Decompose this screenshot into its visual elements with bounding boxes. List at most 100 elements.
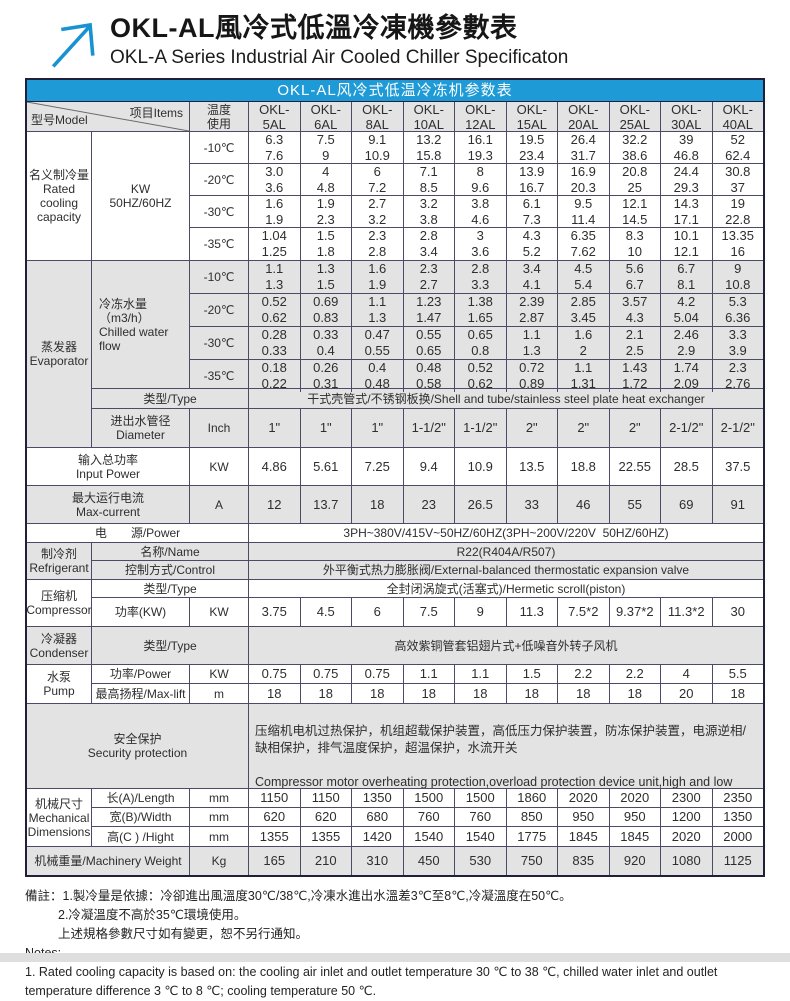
flow-value-cell: 0.52 0.62 (455, 360, 507, 392)
max-current-unit: A (190, 486, 249, 523)
diameter-value-cell: 1-1/2" (404, 409, 455, 447)
page-title: OKL-AL風冷式低溫冷凍機參數表 (110, 13, 518, 43)
max-current-cell: 13.7 (301, 486, 352, 523)
flow-value-cell: 0.52 0.62 (249, 294, 301, 326)
length-cell: 1860 (507, 789, 558, 807)
flow-value-cell: 1.1 1.31 (558, 360, 610, 392)
input-power-unit: KW (190, 448, 249, 485)
cooling-unit: KW 50HZ/60HZ (92, 132, 190, 260)
diameter-value-cell: 1" (301, 409, 352, 447)
cooling-value-cell: 16.1 19.3 (455, 132, 507, 163)
flow-value-cell: 0.18 0.22 (249, 360, 301, 392)
diameter-label: 进出水管径 Diameter (92, 409, 190, 447)
model-header-cell: OKL- 8AL (352, 102, 404, 132)
flow-value-cell: 1.43 1.72 (610, 360, 661, 392)
spec-table: OKL-AL风冷式低温冷冻机参数表 型号Model 项目Items 温度 使用 … (25, 78, 765, 877)
pump-power-cell: 1.1 (404, 665, 455, 683)
cooling-row: -20℃ 3.0 3.6 4 4.8 6 7.2 7.1 8.5 8 9.6 13.9 1… (190, 164, 763, 196)
flow-value-cell: 1.6 1.9 (352, 261, 404, 293)
section-power-supply: 电 源/Power 3PH~380V/415V~50HZ/60HZ(3PH~20… (27, 524, 763, 543)
cooling-value-cell: 9.1 10.9 (352, 132, 404, 163)
cooling-value-cell: 13.9 16.7 (507, 164, 558, 195)
corner-model-label: 型号Model (31, 113, 88, 127)
cooling-value-cell: 6 7.2 (352, 164, 404, 195)
length-cell: 1150 (301, 789, 352, 807)
height-cell: 1845 (610, 827, 661, 846)
temp-label: -20℃ (190, 294, 249, 326)
length-unit: mm (190, 789, 249, 807)
temp-label: -30℃ (190, 327, 249, 359)
flow-value-cell: 3.3 3.9 (728, 327, 747, 358)
section-cooling-capacity: 名义制冷量 Rated cooling capacity KW 50HZ/60H… (27, 132, 763, 261)
temp-label: -30℃ (190, 196, 249, 227)
chilled-water-flow-block: 冷冻水量（m3/h） Chilled water flow -10℃ 1.1 1… (92, 261, 763, 392)
pump-lift-unit: m (190, 684, 249, 703)
note-zh-1: 備註：1.製冷量是依據：冷卻進出風溫度30℃/38℃,冷凍水進出水溫差3℃至8℃… (25, 889, 572, 903)
model-header-cell: OKL- 30AL (661, 102, 713, 132)
cooling-row: -30℃ 1.6 1.9 1.9 2.3 2.7 3.2 3.2 3.8 3.8 4.6… (190, 196, 763, 228)
weight-cell: 210 (301, 847, 352, 875)
cooling-value-cell: 30.8 37 (725, 163, 751, 195)
height-cell: 1540 (455, 827, 507, 846)
compressor-power-cell: 11.3*2 (661, 598, 713, 626)
pump-power-cell: 1.5 (507, 665, 558, 683)
cooling-value-cell: 6.3 7.6 (249, 132, 301, 163)
diameter-value-cell: 2" (610, 409, 661, 447)
input-power-cell: 13.5 (507, 448, 558, 485)
length-cell: 2020 (558, 789, 610, 807)
diameter-value-cell: 2-1/2" (720, 420, 755, 435)
compressor-power-cell: 11.3 (507, 598, 558, 626)
weight-cell: 1080 (661, 847, 713, 875)
weight-cell: 450 (404, 847, 455, 875)
cooling-value-cell: 8.3 10 (610, 228, 661, 260)
flow-value-cell: 0.65 0.8 (455, 327, 507, 359)
pump-lift-cell: 18 (558, 684, 610, 703)
max-current-cell: 18 (352, 486, 404, 523)
page-subtitle: OKL-A Series Industrial Air Cooled Chill… (110, 47, 569, 68)
note-en-1: 1. Rated cooling capacity is based on: t… (25, 965, 718, 998)
flow-value-cell: 3.57 4.3 (610, 294, 661, 326)
flow-value-cell: 2.1 2.5 (610, 327, 661, 359)
length-cell: 2350 (723, 790, 753, 805)
model-header-cell: OKL- 40AL (722, 101, 753, 132)
refrigerant-name-row: 名称/Name R22(R404A/R507) (92, 543, 763, 561)
cooling-row: -10℃ 6.3 7.6 7.5 9 9.1 10.9 13.2 15.8 16.1 1… (190, 132, 763, 164)
diameter-value-cell: 2-1/2" (661, 409, 713, 447)
flow-value-cell: 2.85 3.45 (558, 294, 610, 326)
pump-power-unit: KW (190, 665, 249, 683)
flow-value-cell: 6.7 8.1 (661, 261, 713, 293)
cooling-value-cell: 20.8 25 (610, 164, 661, 195)
temp-label: -10℃ (190, 132, 249, 163)
refrigerant-label: 制冷剂 Refrigerant (27, 543, 92, 579)
cooling-value-cell: 7.5 9 (301, 132, 352, 163)
compressor-power-cell: 7.5 (404, 598, 455, 626)
flow-value-cell: 2.39 2.87 (507, 294, 558, 326)
flow-value-cell: 1.1 1.3 (352, 294, 404, 326)
weight-cell: 530 (455, 847, 507, 875)
pump-power-cell: 0.75 (249, 665, 301, 683)
input-power-cell: 22.55 (610, 448, 661, 485)
weight-cell: 165 (249, 847, 301, 875)
pump-power-cell: 1.1 (455, 665, 507, 683)
flow-value-cell: 1.6 2 (558, 327, 610, 359)
cooling-value-cell: 52 62.4 (725, 131, 751, 163)
type-label: 类型/Type (92, 389, 249, 408)
input-power-cell: 37.5 (725, 458, 751, 474)
width-row: 宽(B)/Width mm 620 620 680 760 760 850 950 950 12… (92, 808, 763, 827)
cooling-row: -35℃ 1.04 1.25 1.5 1.8 2.3 2.8 2.8 3.4 3 3.6… (190, 228, 763, 260)
model-header-cell: OKL- 20AL (558, 102, 610, 132)
flow-value-cell: 0.33 0.4 (301, 327, 352, 359)
pump-lift-cell: 18 (730, 685, 745, 701)
flow-value-cell: 1.74 2.09 (661, 360, 713, 392)
model-header-cell: OKL- 6AL (301, 102, 352, 132)
max-current-cell: 12 (249, 486, 301, 523)
cooling-value-cell: 6.1 7.3 (507, 196, 558, 227)
compressor-power-row: 功率(KW) KW 3.75 4.5 6 7.5 9 11.3 7.5*2 9.37*2 11.… (92, 598, 763, 626)
flow-value-cell: 0.69 0.83 (301, 294, 352, 326)
section-pump: 水泵 Pump 功率/Power KW 0.75 0.75 0.75 1.1 1.1 1.… (27, 665, 763, 704)
flow-value-cell: 2.46 2.9 (661, 327, 713, 359)
width-cell: 620 (301, 808, 352, 826)
input-power-cell: 9.4 (404, 448, 455, 485)
cooling-value-cell: 32.2 38.6 (610, 132, 661, 163)
compressor-power-cell: 9.37*2 (610, 598, 661, 626)
